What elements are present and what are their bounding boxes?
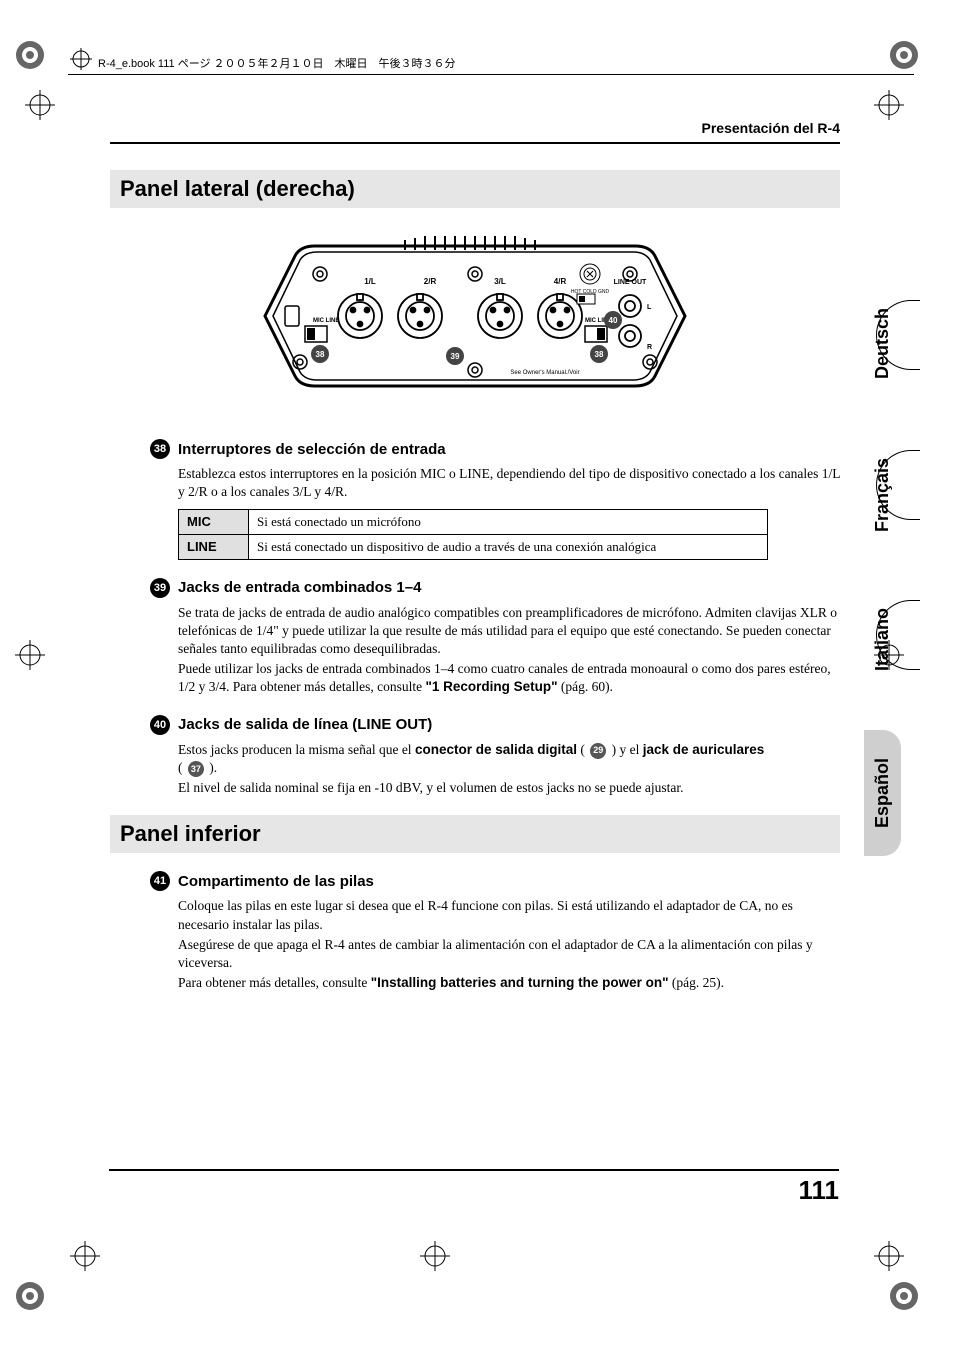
register-mark-icon bbox=[420, 1241, 450, 1271]
table-cell: Si está conectado un micrófono bbox=[249, 510, 768, 535]
svg-text:L: L bbox=[647, 304, 652, 311]
svg-text:38: 38 bbox=[595, 350, 604, 359]
item-paragraph: Coloque las pilas en este lugar si desea… bbox=[178, 897, 840, 933]
inline-ref-badge: 37 bbox=[188, 761, 204, 777]
item-38: 38 Interruptores de selección de entrada… bbox=[110, 439, 840, 560]
register-mark-icon bbox=[25, 90, 55, 120]
item-title: Jacks de salida de línea (LINE OUT) bbox=[178, 716, 432, 733]
crop-mark-icon bbox=[10, 1276, 50, 1316]
table-header: MIC bbox=[179, 510, 249, 535]
item-number-badge: 40 bbox=[150, 715, 170, 735]
item-paragraph: El nivel de salida nominal se fija en -1… bbox=[178, 779, 840, 797]
item-paragraph: Se trata de jacks de entrada de audio an… bbox=[178, 604, 840, 659]
crop-mark-icon bbox=[884, 35, 924, 75]
inline-ref-badge: 29 bbox=[590, 743, 606, 759]
header-rule bbox=[110, 142, 840, 144]
svg-text:38: 38 bbox=[316, 350, 325, 359]
svg-text:See Owner's Manual./Voir: See Owner's Manual./Voir bbox=[510, 370, 579, 376]
svg-text:2/R: 2/R bbox=[424, 277, 437, 286]
register-mark-icon bbox=[15, 640, 45, 670]
device-diagram: 1/L 2/R 3/L 4/R HOT COLD GND LINE OUT L … bbox=[110, 226, 840, 411]
svg-text:3/L: 3/L bbox=[494, 277, 506, 286]
item-number-badge: 38 bbox=[150, 439, 170, 459]
meta-rule bbox=[68, 74, 914, 75]
crop-mark-icon bbox=[884, 1276, 924, 1316]
language-tabs: Deutsch Français Italiano Español bbox=[864, 280, 914, 880]
table-row: LINE Si está conectado un dispositivo de… bbox=[179, 534, 768, 559]
lang-tab-italiano[interactable]: Italiano bbox=[864, 580, 901, 699]
item-paragraph: Asegúrese de que apaga el R-4 antes de c… bbox=[178, 936, 840, 972]
mic-line-table: MIC Si está conectado un micrófono LINE … bbox=[178, 509, 768, 559]
svg-text:MIC LINE: MIC LINE bbox=[313, 318, 339, 324]
table-cell: Si está conectado un dispositivo de audi… bbox=[249, 534, 768, 559]
lang-tab-deutsch[interactable]: Deutsch bbox=[864, 280, 901, 407]
item-paragraph: Establezca estos interruptores en la pos… bbox=[178, 465, 840, 501]
register-mark-icon bbox=[874, 1241, 904, 1271]
running-header: Presentación del R-4 bbox=[110, 120, 840, 136]
lang-tab-espanol[interactable]: Español bbox=[864, 730, 901, 856]
page-content: Presentación del R-4 Panel lateral (dere… bbox=[110, 120, 840, 1010]
item-title: Jacks de entrada combinados 1–4 bbox=[178, 579, 421, 596]
svg-text:39: 39 bbox=[451, 352, 460, 361]
item-paragraph: Estos jacks producen la misma señal que … bbox=[178, 741, 840, 777]
item-title: Compartimento de las pilas bbox=[178, 873, 374, 890]
meta-header: R-4_e.book 111 ページ ２００５年２月１０日 木曜日 午後３時３６… bbox=[98, 55, 456, 71]
svg-text:R: R bbox=[647, 344, 652, 351]
page-number: 111 bbox=[109, 1169, 839, 1206]
table-row: MIC Si está conectado un micrófono bbox=[179, 510, 768, 535]
item-40: 40 Jacks de salida de línea (LINE OUT) E… bbox=[110, 715, 840, 798]
crop-mark-icon bbox=[10, 35, 50, 75]
item-paragraph: Para obtener más detalles, consulte "Ins… bbox=[178, 974, 840, 992]
register-mark-icon bbox=[874, 90, 904, 120]
item-paragraph: Puede utilizar los jacks de entrada comb… bbox=[178, 660, 840, 696]
table-header: LINE bbox=[179, 534, 249, 559]
svg-text:LINE OUT: LINE OUT bbox=[614, 279, 647, 286]
svg-text:1/L: 1/L bbox=[364, 277, 376, 286]
item-41: 41 Compartimento de las pilas Coloque la… bbox=[110, 871, 840, 992]
register-mark-icon bbox=[70, 1241, 100, 1271]
item-number-badge: 39 bbox=[150, 578, 170, 598]
lang-tab-francais[interactable]: Français bbox=[864, 430, 901, 560]
svg-text:40: 40 bbox=[609, 316, 618, 325]
item-39: 39 Jacks de entrada combinados 1–4 Se tr… bbox=[110, 578, 840, 697]
section-title: Panel lateral (derecha) bbox=[110, 170, 840, 208]
svg-text:4/R: 4/R bbox=[554, 277, 567, 286]
item-title: Interruptores de selección de entrada bbox=[178, 441, 446, 458]
section-title: Panel inferior bbox=[110, 815, 840, 853]
register-mark-icon bbox=[70, 48, 92, 70]
item-number-badge: 41 bbox=[150, 871, 170, 891]
